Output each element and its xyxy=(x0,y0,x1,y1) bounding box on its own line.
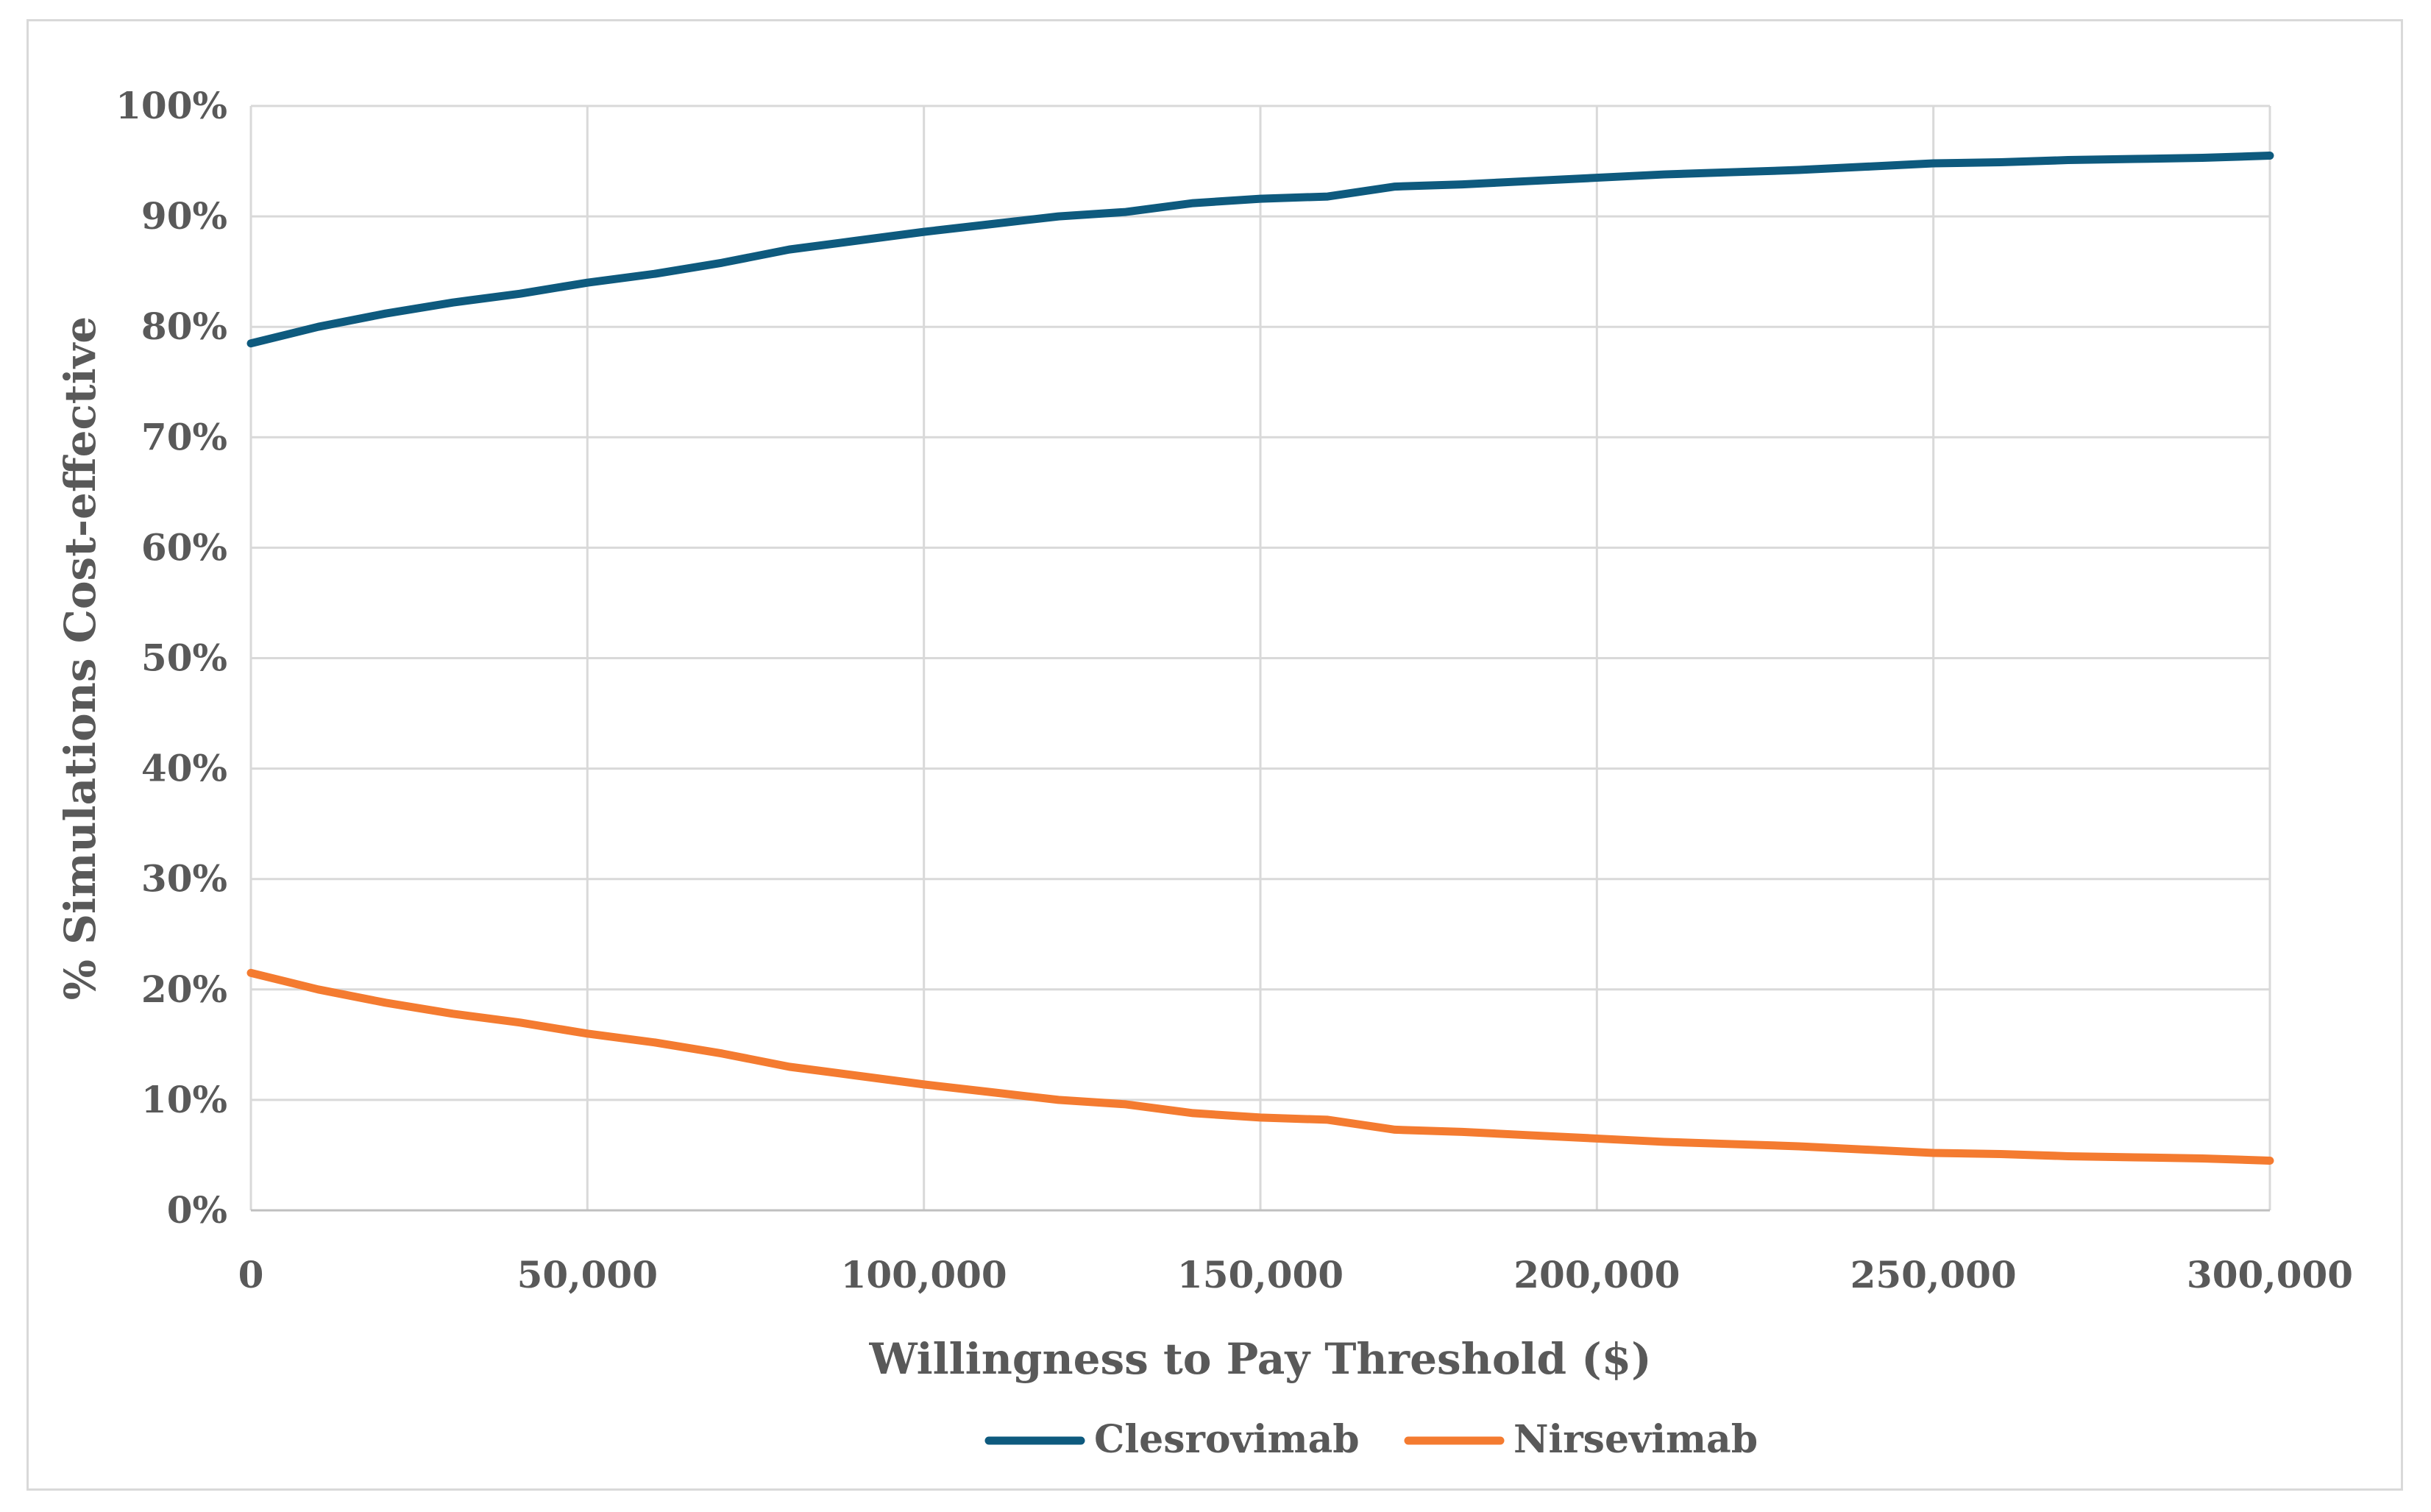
y-tick-label: 60% xyxy=(141,525,227,569)
legend-label-clesrovimab: Clesrovimab xyxy=(1094,1417,1360,1462)
x-tick-label: 250,000 xyxy=(1850,1253,2017,1296)
x-tick-label: 50,000 xyxy=(517,1253,658,1296)
x-tick-label: 200,000 xyxy=(1513,1253,1680,1296)
y-tick-label: 30% xyxy=(141,857,227,901)
y-tick-label: 40% xyxy=(141,747,227,790)
series-lines xyxy=(246,152,2274,1165)
legend-label-nirsevimab: Nirsevimab xyxy=(1513,1417,1758,1462)
x-tick-label: 0 xyxy=(238,1253,264,1296)
y-tick-label: 70% xyxy=(141,415,227,458)
legend: Clesrovimab Nirsevimab xyxy=(984,1417,1758,1462)
chart-frame: 0% 10% 20% 30% 40% 50% 60% 70% 80% 90% 100% 0 50,00… xyxy=(26,19,2403,1491)
x-tick-labels: 0 50,000 100,000 150,000 200,000 250,000 300,0… xyxy=(238,1253,2353,1296)
y-tick-label: 80% xyxy=(141,305,227,348)
chart-svg: 0% 10% 20% 30% 40% 50% 60% 70% 80% 90% 100% 0 50,00… xyxy=(55,84,2353,1462)
y-tick-label: 20% xyxy=(141,968,227,1011)
y-tick-labels: 0% 10% 20% 30% 40% 50% 60% 70% 80% 90% 100% xyxy=(116,84,227,1232)
x-tick-label: 300,000 xyxy=(2187,1253,2353,1296)
series-line-clesrovimab xyxy=(246,152,2274,348)
x-axis-title: Willingness to Pay Threshold ($) xyxy=(868,1334,1651,1384)
y-tick-label: 100% xyxy=(116,84,227,127)
y-tick-label: 90% xyxy=(141,194,227,238)
y-axis-title: % Simulations Cost-effective xyxy=(55,316,105,1000)
x-tick-label: 150,000 xyxy=(1177,1253,1344,1296)
series-line-nirsevimab xyxy=(246,968,2274,1165)
y-tick-label: 10% xyxy=(141,1078,227,1121)
grid-lines xyxy=(249,104,2271,1212)
y-tick-label: 0% xyxy=(167,1188,227,1232)
x-tick-label: 100,000 xyxy=(841,1253,1007,1296)
y-tick-label: 50% xyxy=(141,636,227,680)
